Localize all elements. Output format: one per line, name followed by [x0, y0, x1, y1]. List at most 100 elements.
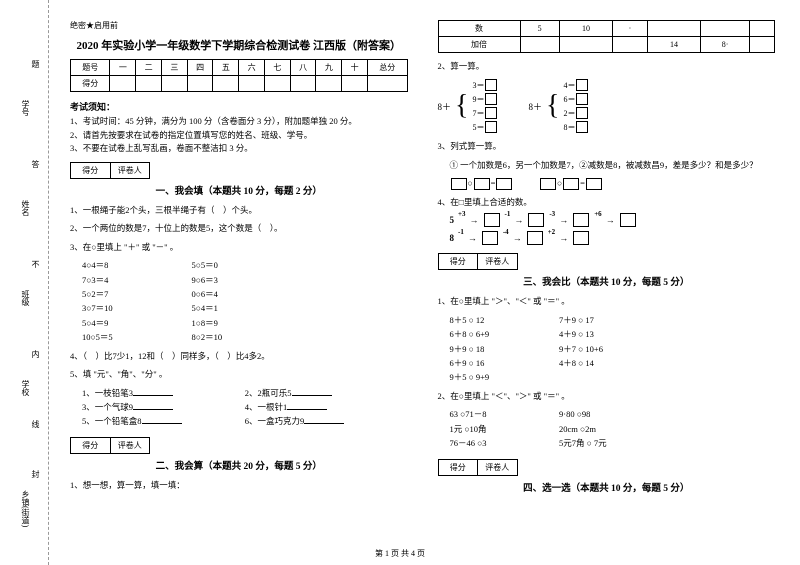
q1-4: 4、（ ）比7少1，12和（ ）同样多，（ ）比4多2。	[70, 349, 408, 363]
i: 4＋9 ○ 13	[559, 327, 666, 341]
q3-2: 2、在○里填上 "＜"、"＞" 或 "＝" 。	[438, 389, 776, 403]
mark-ti: 题	[30, 60, 41, 68]
h: 七	[264, 60, 290, 76]
i: 9·80 ○98	[559, 407, 666, 421]
brace-icon: {	[546, 92, 559, 120]
c: 8·	[701, 37, 750, 53]
i: 6、一盒巧克力9	[245, 414, 408, 428]
notice-3: 3、不要在试卷上乱写乱画，卷面不整洁扣 3 分。	[70, 142, 408, 156]
score-value-row: 得分	[71, 76, 408, 92]
spine-class: 班级	[20, 290, 31, 306]
i: 6＋9 ○ 16	[450, 356, 557, 370]
section-score-box-3: 得分 评卷人	[438, 253, 518, 270]
i: 3○7＝10	[82, 301, 189, 315]
i: 5、一个铅笔盒8	[82, 414, 245, 428]
brace-pair: 8＋ { 3＝ 9＝ 7＝ 5＝ 8＋ { 4＝ 6＝ 2＝	[438, 79, 776, 133]
brace-icon: {	[455, 92, 468, 120]
c	[749, 37, 774, 53]
score-header-row: 题号 一 二 三 四 五 六 七 八 九 十 总分	[71, 60, 408, 76]
i: 1元 ○10角	[450, 422, 557, 436]
brace-right: 8＋ { 4＝ 6＝ 2＝ 8＝	[528, 79, 589, 133]
c	[749, 21, 774, 37]
q1-3-items: 4○4＝8 5○5＝0 7○3＝4 9○6＝3 5○2＝7 0○6＝4 3○7＝…	[70, 258, 408, 345]
q2-3-boxes: ○= ○=	[438, 176, 776, 190]
lbl: 加倍	[438, 37, 520, 53]
spine-id: 学号	[20, 100, 31, 116]
num: 8＋	[528, 100, 542, 113]
q2-3a: ① 一个加数是6，另一个加数是7，②减数是8，被减数昌9，差是多少？和是多少？	[438, 158, 776, 172]
exam-page: 乡镇(街道) 学校 班级 姓名 学号 封 线 内 不 答 题 绝密★启用前 20…	[0, 0, 800, 565]
spine-town: 乡镇(街道)	[20, 490, 31, 527]
lbl: 数	[438, 21, 520, 37]
i: 10○5＝5	[82, 330, 189, 344]
notice-2: 2、请首先按要求在试卷的指定位置填写您的姓名、班级、学号。	[70, 129, 408, 143]
i: 7＋9 ○ 17	[559, 313, 666, 327]
i: 1○8＝9	[192, 316, 299, 330]
score-l: 得分	[71, 163, 111, 178]
h: 总分	[367, 60, 407, 76]
h: 八	[290, 60, 316, 76]
q2-1: 1、想一想，算一算，填一填：	[70, 478, 408, 492]
h: 四	[187, 60, 213, 76]
c: 14	[647, 37, 701, 53]
c	[647, 21, 701, 37]
section-score-box-4: 得分 评卷人	[438, 459, 518, 476]
h: 三	[161, 60, 187, 76]
q3-1: 1、在○里填上 "＞"、"＜" 或 "＝" 。	[438, 294, 776, 308]
section-score-box-2: 得分 评卷人	[70, 437, 150, 454]
c	[613, 37, 647, 53]
score-r: 评卷人	[111, 163, 150, 178]
q2-3: 3、列式算一算。	[438, 139, 776, 153]
q2-4-r2: 8 -1→ -4→ +2→	[438, 231, 776, 245]
h: 六	[239, 60, 265, 76]
c	[520, 37, 559, 53]
i: 9＋7 ○ 10+6	[559, 342, 666, 356]
q3-1-items: 8＋5 ○ 12 7＋9 ○ 17 6＋8 ○ 6+9 4＋9 ○ 13 9＋9…	[438, 313, 776, 385]
section-4-title: 四、选一选（本题共 10 分，每题 5 分）	[438, 480, 776, 494]
brace-left: 8＋ { 3＝ 9＝ 7＝ 5＝	[438, 79, 499, 133]
spine-name: 姓名	[20, 200, 31, 216]
double-table: 数 5 10 · 加倍 14 8·	[438, 20, 776, 53]
h: 九	[316, 60, 342, 76]
binding-spine: 乡镇(街道) 学校 班级 姓名 学号 封 线 内 不 答 题	[0, 0, 60, 565]
i: 5○4＝1	[192, 301, 299, 315]
mark-in: 内	[30, 350, 41, 358]
num: 8＋	[438, 100, 452, 113]
i: 9＋9 ○ 18	[450, 342, 557, 356]
mark-no: 不	[30, 260, 41, 268]
q2-4: 4、在□里填上合适的数。	[438, 195, 776, 209]
r: 得分	[71, 76, 110, 92]
section-score-box: 得分 评卷人	[70, 162, 150, 179]
section-2-title: 二、我会算（本题共 20 分，每题 5 分）	[70, 458, 408, 472]
score-r: 评卷人	[478, 254, 517, 269]
c: 5	[520, 21, 559, 37]
section-3-title: 三、我会比（本题共 10 分，每题 5 分）	[438, 274, 776, 288]
right-column: 数 5 10 · 加倍 14 8· 2、算一	[438, 20, 776, 555]
i: 1、一枝铅笔3	[82, 386, 245, 400]
row-1: 数 5 10 ·	[438, 21, 775, 37]
brace-items-r: 4＝ 6＝ 2＝ 8＝	[563, 79, 589, 133]
mark-ans: 答	[30, 160, 41, 168]
left-column: 绝密★启用前 2020 年实验小学一年级数学下学期综合检测试卷 江西版（附答案）…	[70, 20, 408, 555]
h: 题号	[71, 60, 110, 76]
h: 一	[110, 60, 136, 76]
h: 二	[136, 60, 162, 76]
score-r: 评卷人	[478, 460, 517, 475]
score-l: 得分	[439, 254, 479, 269]
i: 76－46 ○3	[450, 436, 557, 450]
i: 5○4＝9	[82, 316, 189, 330]
q1-3: 3、在○里填上 "＋" 或 "－" 。	[70, 240, 408, 254]
i: 4＋8 ○ 14	[559, 356, 666, 370]
i: 20cm ○2m	[559, 422, 666, 436]
score-l: 得分	[439, 460, 479, 475]
i: 4、一根针1	[245, 400, 408, 414]
section-1-title: 一、我会填（本题共 10 分，每题 2 分）	[70, 183, 408, 197]
content-area: 绝密★启用前 2020 年实验小学一年级数学下学期综合检测试卷 江西版（附答案）…	[60, 0, 800, 565]
c	[701, 21, 750, 37]
q1-5-items: 1、一枝铅笔3 2、2瓶可乐5 3、一个气球9 4、一根针1 5、一个铅笔盒8 …	[70, 386, 408, 429]
i: 63 ○71－8	[450, 407, 557, 421]
score-l: 得分	[71, 438, 111, 453]
brace-items-l: 3＝ 9＝ 7＝ 5＝	[472, 79, 498, 133]
score-r: 评卷人	[111, 438, 150, 453]
i: 2、2瓶可乐5	[245, 386, 408, 400]
